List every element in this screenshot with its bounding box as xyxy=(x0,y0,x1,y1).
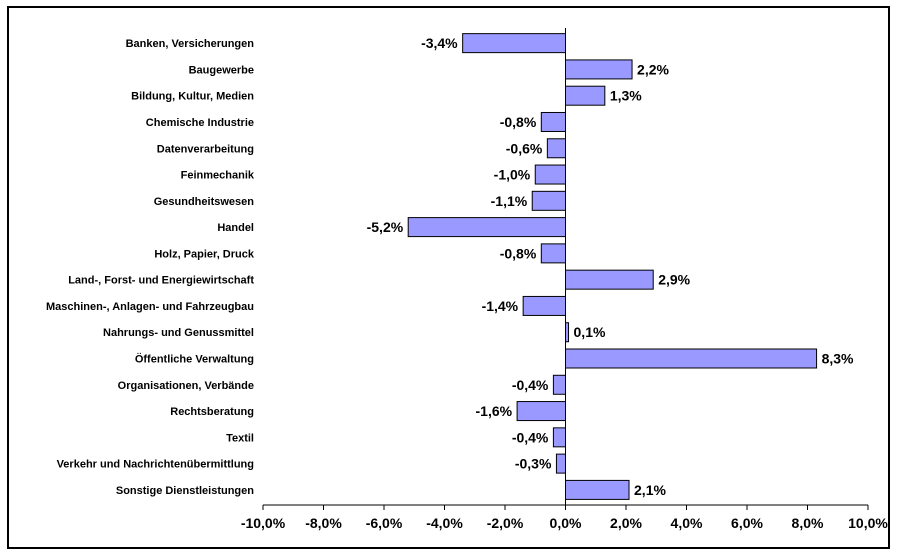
value-label: -0,8% xyxy=(500,114,537,130)
value-label: -0,8% xyxy=(500,245,537,261)
category-label: Rechtsberatung xyxy=(170,406,254,418)
bar xyxy=(522,295,567,316)
x-tick-label: -10,0% xyxy=(241,515,286,531)
category-labels: Banken, Versicherungen Baugewerbe Bildung,… xyxy=(46,38,255,497)
category-label: Holz, Papier, Druck xyxy=(154,248,255,260)
bar xyxy=(534,164,566,185)
bar xyxy=(540,243,566,264)
category-label: Baugewerbe xyxy=(189,64,254,76)
x-tick-label: 6,0% xyxy=(731,515,763,531)
bar xyxy=(462,33,566,54)
category-label: Gesundheitswesen xyxy=(154,196,255,208)
bar xyxy=(565,59,633,80)
category-label: Datenverarbeitung xyxy=(157,143,254,155)
category-label: Feinmechanik xyxy=(181,170,255,182)
category-label: Sonstige Dienstleistungen xyxy=(116,485,254,497)
category-label: Land-, Forst- und Energiewirtschaft xyxy=(68,275,254,287)
value-label: -0,3% xyxy=(515,456,552,472)
category-label: Textil xyxy=(226,432,254,444)
value-label: 1,3% xyxy=(610,88,642,104)
value-label: 0,1% xyxy=(574,324,606,340)
x-tick-label: -4,0% xyxy=(426,515,463,531)
bar xyxy=(407,217,567,238)
bar xyxy=(516,401,567,422)
value-label: -0,4% xyxy=(512,429,549,445)
bar xyxy=(546,138,566,159)
value-label: -0,6% xyxy=(506,140,543,156)
bar xyxy=(540,111,566,132)
category-label: Bildung, Kultur, Medien xyxy=(131,91,254,103)
x-tick-label: -2,0% xyxy=(487,515,524,531)
value-label: -1,4% xyxy=(482,298,519,314)
bars-layer xyxy=(407,33,818,500)
category-label: Verkehr und Nachrichtenübermittlung xyxy=(57,459,254,471)
value-label: 2,9% xyxy=(658,272,690,288)
category-label: Organisationen, Verbände xyxy=(118,380,254,392)
x-tick-label: -8,0% xyxy=(305,515,342,531)
x-tick-label: 2,0% xyxy=(610,515,642,531)
value-label: -0,4% xyxy=(512,377,549,393)
category-label: Nahrungs- und Genussmittel xyxy=(103,327,254,339)
x-axis: -10,0% -8,0% -6,0% -4,0% -2,0% 0,0% 2,0% 4,0% 6,… xyxy=(241,28,888,531)
bar xyxy=(555,453,566,474)
category-label: Handel xyxy=(217,222,254,234)
x-tick-label: 8,0% xyxy=(792,515,824,531)
value-labels: -3,4% 2,2% 1,3% -0,8% -0,6% -1,0% -1,1% -5,2% -0… xyxy=(367,35,854,498)
value-label: -1,0% xyxy=(494,167,531,183)
bar xyxy=(565,269,654,290)
value-label: -1,6% xyxy=(476,403,513,419)
bar xyxy=(531,190,566,211)
x-tick-label: 10,0% xyxy=(848,515,888,531)
bar xyxy=(565,479,630,500)
bar xyxy=(552,427,567,448)
value-label: -1,1% xyxy=(491,193,528,209)
value-label: 8,3% xyxy=(822,351,854,367)
chart-frame: -10,0% -8,0% -6,0% -4,0% -2,0% 0,0% 2,0% 4,0% 6,… xyxy=(7,6,890,549)
category-label: Öffentliche Verwaltung xyxy=(135,353,254,366)
category-label: Maschinen-, Anlagen- und Fahrzeugbau xyxy=(46,301,254,313)
x-tick-label: 4,0% xyxy=(671,515,703,531)
x-tick-label: -6,0% xyxy=(366,515,403,531)
bar xyxy=(565,85,606,106)
value-label: -5,2% xyxy=(367,219,404,235)
category-label: Banken, Versicherungen xyxy=(126,38,255,50)
x-tick-label: 0,0% xyxy=(550,515,582,531)
bar-chart: -10,0% -8,0% -6,0% -4,0% -2,0% 0,0% 2,0% 4,0% 6,… xyxy=(46,28,888,531)
value-label: 2,1% xyxy=(634,482,666,498)
value-label: 2,2% xyxy=(637,61,669,77)
category-label: Chemische Industrie xyxy=(146,117,254,129)
bar xyxy=(552,374,567,395)
bar xyxy=(565,348,818,369)
value-label: -3,4% xyxy=(421,35,458,51)
